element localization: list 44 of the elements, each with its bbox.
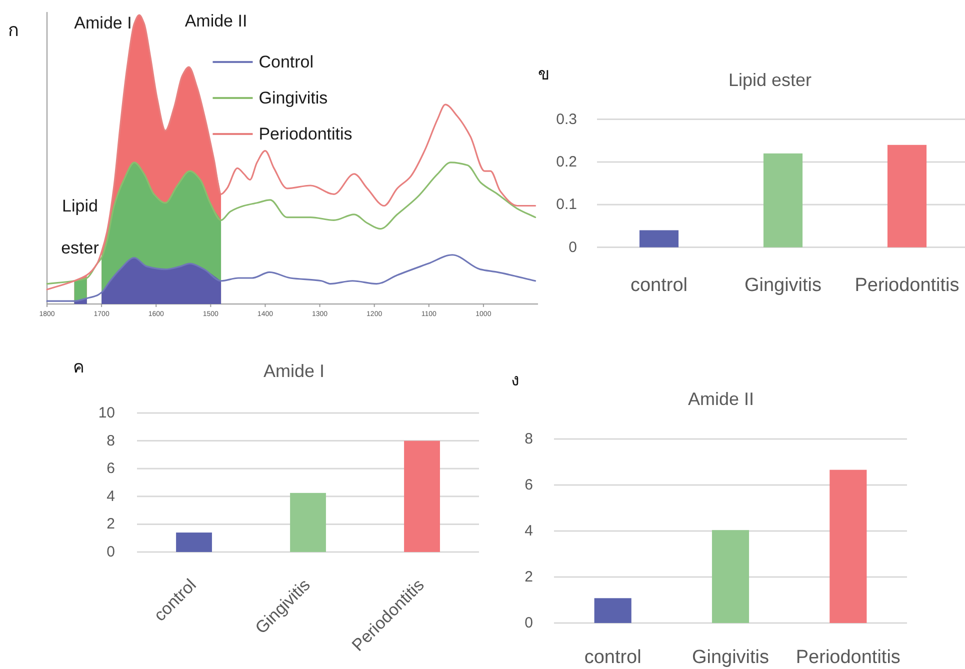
y-tick-label: 4 — [524, 522, 533, 540]
annotation: Amide I — [74, 14, 132, 32]
y-tick-label: 0 — [524, 614, 533, 632]
x-tick-label: control — [630, 275, 688, 296]
annotation: ester — [61, 238, 100, 258]
y-tick-label: 6 — [524, 476, 533, 494]
bar — [176, 532, 212, 552]
legend-label: Gingivitis — [258, 88, 328, 108]
legend-label: Periodontitis — [258, 124, 352, 144]
y-tick-label: 2 — [106, 516, 115, 533]
x-tick-label: Periodontitis — [854, 275, 960, 296]
text: ง — [511, 370, 519, 390]
x-tick-label: control — [584, 647, 642, 668]
bar — [290, 492, 326, 552]
bar — [594, 598, 632, 623]
text: ก — [8, 20, 19, 40]
bar — [887, 144, 927, 248]
y-tick-label: 0.1 — [556, 196, 577, 214]
annotation: ข — [538, 64, 550, 84]
y-tick-label: 0 — [568, 238, 577, 256]
legend-label: Control — [258, 52, 314, 72]
annotation: Lipid — [62, 196, 98, 216]
chart-title: Amide I — [263, 361, 325, 381]
y-tick-label: 8 — [106, 432, 115, 450]
y-tick-label: 8 — [524, 430, 533, 448]
x-tick-label: Gingivitis — [692, 647, 770, 668]
bar — [830, 470, 867, 623]
y-tick-label: 0 — [106, 544, 115, 560]
y-tick-label: 4 — [106, 488, 115, 505]
bar — [404, 440, 440, 552]
bar — [763, 153, 803, 248]
bar — [712, 530, 750, 623]
y-tick-label: 10 — [98, 404, 115, 422]
y-tick-label: 0.2 — [556, 153, 577, 170]
y-tick-label: 6 — [106, 460, 115, 478]
annotation: Amide II — [184, 12, 248, 30]
chart-title: Lipid ester — [728, 70, 812, 90]
x-tick-label: Periodontitis — [796, 647, 900, 668]
chart-title: Amide II — [688, 389, 754, 409]
y-tick-label: 2 — [524, 568, 533, 586]
text: ค — [73, 358, 84, 376]
bar — [639, 230, 679, 248]
x-tick-label: Gingivitis — [744, 275, 822, 296]
y-tick-label: 0.3 — [556, 110, 577, 128]
